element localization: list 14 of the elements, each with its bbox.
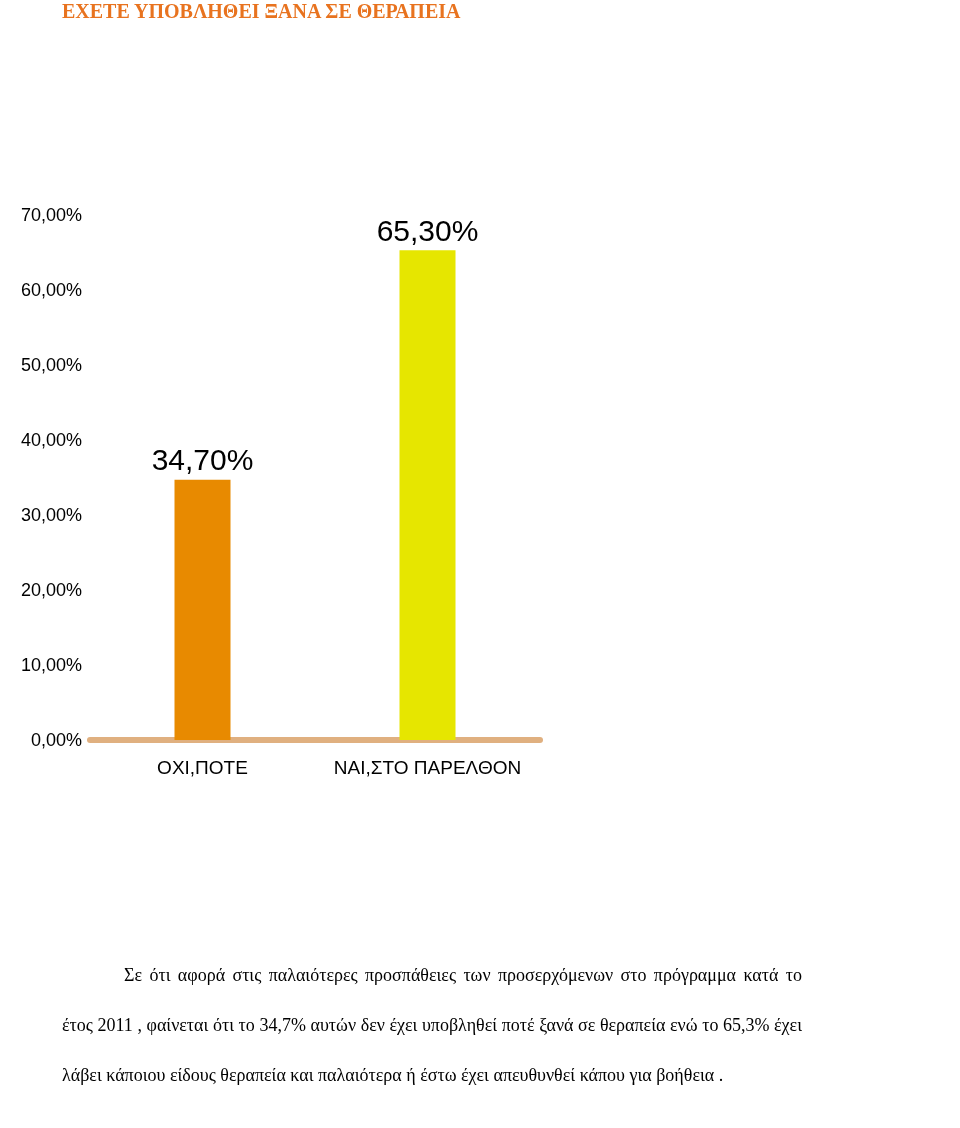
y-tick-label: 60,00% <box>20 280 82 300</box>
text: Σε ότι αφορά στις παλαιότερες προσπάθειες των προσερχόμενων στο πρόγραμμα κατά το έτος 2011 , φαίνεται ότι το 34,7% αυτών δεν έχει υποβληθεί ποτέ ξανά σε θεραπεία ενώ το 65,3% έχει λάβει κάποιου είδους θεραπεία και παλαιότερα ή έστω έχει απευθυνθεί κάπου για βοήθεια . <box>62 965 802 1085</box>
data-label: 65,30% <box>376 213 479 247</box>
y-tick-label: 30,00% <box>20 505 82 525</box>
y-tick-label: 70,00% <box>20 205 82 225</box>
x-tick-label: ΟΧΙ,ΠΟΤΕ <box>157 757 248 778</box>
x-tick-label: ΝΑΙ,ΣΤΟ ΠΑΡΕΛΘΟΝ <box>333 757 522 778</box>
y-tick-label: 20,00% <box>20 580 82 600</box>
y-tick-label: 10,00% <box>20 655 82 675</box>
y-tick-label: 40,00% <box>20 430 82 450</box>
data-label: 34,70% <box>151 443 254 477</box>
y-tick-label: 50,00% <box>20 355 82 375</box>
chart-title: ΕΧΕΤΕ ΥΠΟΒΛΗΘΕΙ ΞΑΝΑ ΣΕ ΘΕΡΑΠΕΙΑ <box>62 0 461 23</box>
y-tick-label: 0,00% <box>30 730 82 750</box>
